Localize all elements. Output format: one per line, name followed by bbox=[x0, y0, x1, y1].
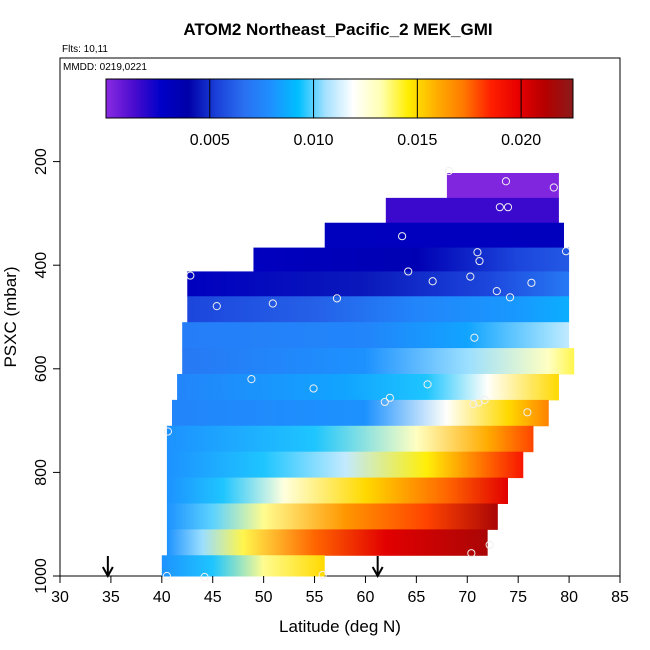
sample-point bbox=[549, 183, 558, 192]
sample-point bbox=[247, 375, 256, 384]
y-axis: 200 400 600 800 1000 bbox=[33, 148, 60, 594]
colorbar-tick-label: 0.005 bbox=[190, 132, 230, 149]
sample-point bbox=[309, 384, 318, 393]
sample-point bbox=[485, 540, 494, 550]
heatmap-band bbox=[446, 172, 559, 199]
x-tick-label: 85 bbox=[611, 589, 629, 606]
sample-point bbox=[469, 399, 478, 409]
flight-marker-arrowhead bbox=[101, 566, 114, 579]
sample-point bbox=[380, 397, 389, 407]
y-axis-label: PSXC (mbar) bbox=[1, 266, 20, 367]
heatmap-band bbox=[166, 529, 488, 556]
heatmap-band bbox=[166, 477, 508, 504]
sample-point bbox=[385, 393, 394, 402]
heatmap-band bbox=[385, 197, 559, 224]
sample-point bbox=[523, 408, 532, 417]
sample-point bbox=[501, 177, 511, 186]
sample-point bbox=[467, 549, 476, 558]
heatmap-band bbox=[253, 247, 570, 272]
heatmap-band bbox=[177, 373, 559, 401]
sample-point bbox=[505, 293, 515, 302]
sample-point bbox=[495, 203, 504, 212]
colorbar: 0.005 0.010 0.015 0.020 bbox=[105, 78, 574, 149]
y-tick-label: 400 bbox=[33, 252, 50, 279]
sample-points bbox=[162, 166, 571, 582]
heatmap-band bbox=[187, 296, 570, 323]
y-tick-label: 800 bbox=[33, 459, 50, 486]
sample-point bbox=[332, 294, 342, 303]
x-tick-label: 30 bbox=[51, 589, 69, 606]
x-tick-label: 75 bbox=[509, 589, 527, 606]
flights-annotation: Flts: 10,11 bbox=[62, 44, 108, 55]
heatmap-band bbox=[182, 348, 575, 375]
heatmap-band bbox=[166, 503, 498, 530]
colorbar-tick-label: 0.010 bbox=[294, 132, 334, 149]
x-tick-label: 55 bbox=[306, 589, 324, 606]
heatmap-band bbox=[172, 399, 549, 427]
sample-point bbox=[470, 333, 479, 342]
x-tick-label: 60 bbox=[357, 589, 375, 606]
sample-point bbox=[473, 248, 482, 257]
heatmap-band bbox=[166, 425, 534, 453]
x-axis: 30 35 40 45 50 55 60 65 70 75 80 85 bbox=[51, 576, 629, 606]
flight-marker-arrowhead bbox=[371, 566, 384, 579]
sample-point bbox=[162, 571, 172, 581]
sample-point bbox=[212, 302, 221, 311]
sample-point bbox=[404, 267, 413, 276]
y-tick-label: 600 bbox=[33, 355, 50, 382]
colorbar-gradient bbox=[105, 78, 574, 119]
sample-point bbox=[268, 299, 277, 308]
sample-point bbox=[503, 203, 513, 212]
y-tick-label: 1000 bbox=[33, 558, 50, 594]
chart-title: ATOM2 Northeast_Pacific_2 MEK_GMI bbox=[183, 20, 492, 39]
x-tick-label: 50 bbox=[255, 589, 273, 606]
heatmap-band bbox=[324, 222, 564, 249]
x-tick-label: 65 bbox=[407, 589, 425, 606]
heatmap-band bbox=[182, 322, 570, 349]
sample-point bbox=[466, 272, 475, 281]
x-tick-label: 80 bbox=[560, 589, 578, 606]
sample-point bbox=[428, 277, 437, 286]
x-axis-label: Latitude (deg N) bbox=[279, 617, 401, 636]
x-tick-label: 70 bbox=[458, 589, 476, 606]
x-tick-label: 35 bbox=[102, 589, 120, 606]
colorbar-tick-label: 0.020 bbox=[501, 132, 541, 149]
sample-point bbox=[423, 380, 432, 389]
heatmap-band bbox=[187, 271, 570, 297]
colorbar-tick-label: 0.015 bbox=[397, 132, 437, 149]
heatmap-band bbox=[166, 451, 524, 479]
sample-point bbox=[492, 287, 501, 296]
heatmap-band bbox=[161, 555, 325, 577]
sample-point bbox=[475, 256, 484, 266]
x-tick-label: 40 bbox=[153, 589, 171, 606]
flight-markers bbox=[101, 556, 384, 579]
sample-point bbox=[527, 278, 536, 287]
y-tick-label: 200 bbox=[33, 148, 50, 175]
sample-point bbox=[200, 572, 209, 582]
sample-point bbox=[398, 232, 407, 241]
x-tick-label: 45 bbox=[204, 589, 222, 606]
sample-point bbox=[561, 247, 571, 256]
sample-point bbox=[163, 427, 173, 436]
heatmap-bands bbox=[161, 172, 575, 577]
dates-annotation: MMDD: 0219,0221 bbox=[63, 62, 147, 73]
sample-point bbox=[444, 166, 454, 176]
sample-point bbox=[480, 395, 489, 404]
sample-point bbox=[318, 570, 327, 580]
sample-point bbox=[186, 271, 195, 280]
